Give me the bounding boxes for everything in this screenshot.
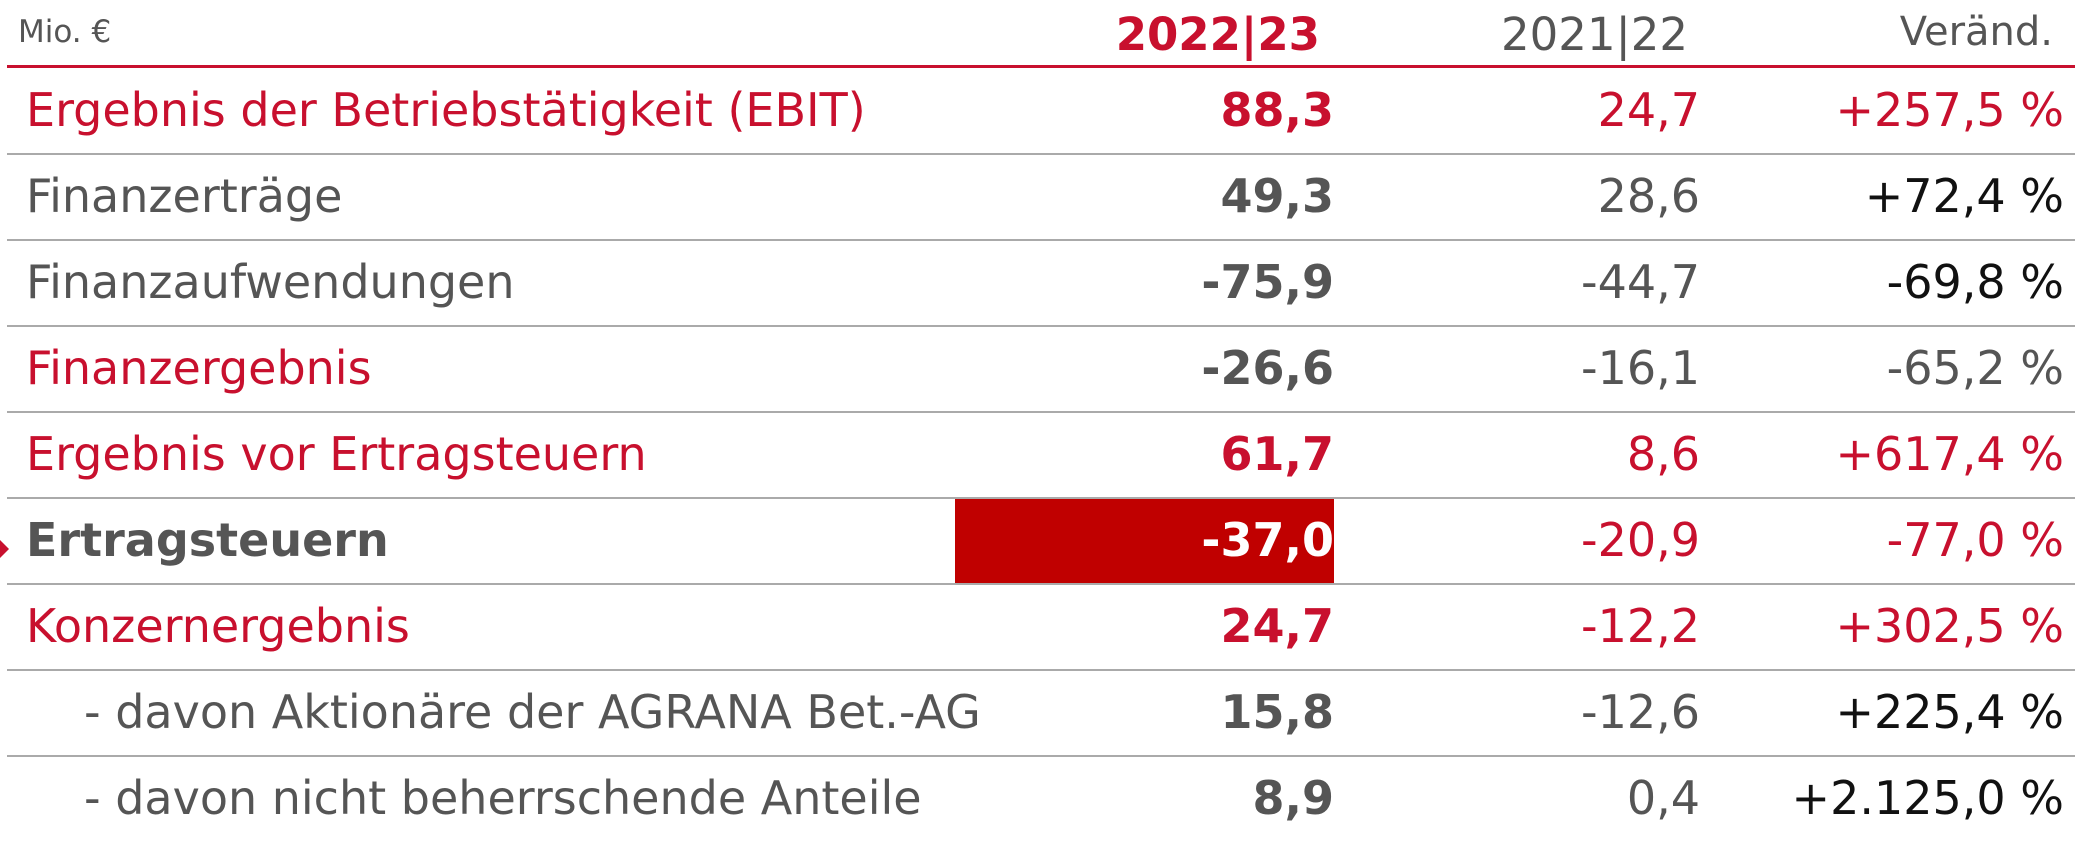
cell-value: 8,9: [1252, 771, 1335, 825]
cell-value: 88,3: [1220, 83, 1335, 137]
row-label: - davon nicht beherrschende Anteile: [84, 771, 922, 825]
cell-value: -77,0 %: [1886, 513, 2064, 567]
unit-label: Mio. €: [18, 14, 112, 50]
row-divider: [7, 411, 2075, 413]
cell-value: -44,7: [1580, 255, 1700, 309]
cell-value: -12,6: [1580, 685, 1700, 739]
cell-value: -69,8 %: [1886, 255, 2064, 309]
cell-value: +72,4 %: [1864, 169, 2064, 223]
cell-value: -12,2: [1580, 599, 1700, 653]
row-divider: [7, 669, 2075, 671]
cell-value: 0,4: [1626, 771, 1700, 825]
row-label: Ergebnis vor Ertragsteuern: [26, 427, 647, 481]
row-label: Finanzerträge: [26, 169, 343, 223]
column-header: 2021|22: [1501, 8, 1688, 61]
cell-value: +302,5 %: [1835, 599, 2064, 653]
column-header: Veränd.: [1899, 9, 2053, 55]
row-divider: [7, 153, 2075, 155]
cell-value: 24,7: [1220, 599, 1335, 653]
cell-value: +257,5 %: [1835, 83, 2064, 137]
highlight-cell: [955, 498, 1334, 583]
row-label: Ertragsteuern: [26, 513, 389, 567]
cell-value: 24,7: [1597, 83, 1700, 137]
row-divider: [7, 239, 2075, 241]
cell-value: -26,6: [1201, 341, 1334, 395]
row-label: Finanzergebnis: [26, 341, 372, 395]
row-label: Ergebnis der Betriebstätigkeit (EBIT): [26, 83, 866, 137]
row-divider: [7, 755, 2075, 757]
row-label: Konzernergebnis: [26, 599, 410, 653]
cell-value: -65,2 %: [1886, 341, 2064, 395]
row-marker: [0, 540, 9, 558]
row-label: - davon Aktionäre der AGRANA Bet.-AG: [84, 685, 981, 739]
cell-value: +2.125,0 %: [1791, 771, 2064, 825]
row-divider: [7, 583, 2075, 585]
header-rule: [7, 65, 2075, 68]
row-divider: [7, 325, 2075, 327]
cell-value: 8,6: [1626, 427, 1700, 481]
cell-value: 49,3: [1220, 169, 1335, 223]
row-label: Finanzaufwendungen: [26, 255, 515, 309]
cell-value: -20,9: [1580, 513, 1700, 567]
cell-value: 61,7: [1220, 427, 1335, 481]
column-header: 2022|23: [1115, 8, 1320, 61]
cell-value: -75,9: [1201, 255, 1334, 309]
cell-value: +617,4 %: [1835, 427, 2064, 481]
cell-value: 28,6: [1597, 169, 1700, 223]
row-divider: [7, 497, 2075, 499]
cell-value: -37,0: [1201, 513, 1334, 567]
cell-value: -16,1: [1580, 341, 1700, 395]
cell-value: +225,4 %: [1835, 685, 2064, 739]
cell-value: 15,8: [1220, 685, 1335, 739]
